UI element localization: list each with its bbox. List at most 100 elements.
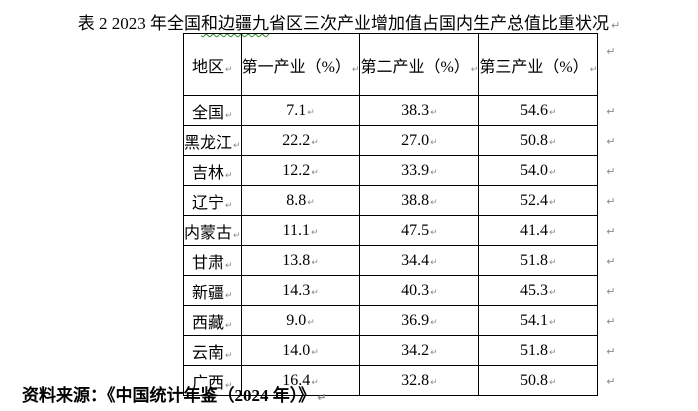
row-end-cell: ↵ <box>597 245 629 276</box>
value-text: 13.8 <box>282 251 311 269</box>
cell-end-mark-icon: ↵ <box>233 140 241 151</box>
value-text: 54.6 <box>520 101 549 119</box>
value-cell[interactable]: 32.8↵ <box>359 365 480 396</box>
cell-end-mark-icon: ↵ <box>311 287 319 298</box>
value-cell[interactable]: 11.1↵ <box>240 215 361 246</box>
table-caption[interactable]: 表 2 2023 年全国和边疆九省区三次产业增加值占国内生产总值比重状况 ↵ <box>0 13 698 37</box>
cell-end-mark-icon: ↵ <box>351 64 360 75</box>
value-text: 34.4 <box>401 251 430 269</box>
value-text: 12.2 <box>282 161 311 179</box>
cell-end-mark-icon: ↵ <box>430 257 438 268</box>
cell-end-mark-icon: ↵ <box>549 257 557 268</box>
table-row: 云南↵ 14.0↵ 34.2↵ 51.8↵ ↵ <box>183 335 629 366</box>
value-cell[interactable]: 14.3↵ <box>240 275 361 306</box>
row-end-mark-icon: ↵ <box>606 104 616 118</box>
value-cell[interactable]: 54.0↵ <box>478 155 599 186</box>
region-label: 新疆 <box>192 284 225 302</box>
row-end-cell: ↵ <box>597 33 629 96</box>
value-cell[interactable]: 9.0↵ <box>240 305 361 336</box>
value-cell[interactable]: 52.4↵ <box>478 185 599 216</box>
value-cell[interactable]: 50.8↵ <box>478 365 599 396</box>
region-cell[interactable]: 云南↵ <box>183 335 242 366</box>
region-cell[interactable]: 全国↵ <box>183 95 242 126</box>
source-note-text: 资料来源：《中国统计年鉴（2024 年）》 <box>22 386 316 405</box>
value-cell[interactable]: 16.4↵ <box>240 365 361 396</box>
region-label: 辽宁 <box>192 194 225 212</box>
region-cell[interactable]: 甘肃↵ <box>183 245 242 276</box>
row-end-mark-icon: ↵ <box>606 254 616 268</box>
value-text: 50.8 <box>520 131 549 149</box>
table-row: 甘肃↵ 13.8↵ 34.4↵ 51.8↵ ↵ <box>183 245 629 276</box>
region-cell[interactable]: 辽宁↵ <box>183 185 242 216</box>
value-cell[interactable]: 34.4↵ <box>359 245 480 276</box>
header-label: 第二产业（%） <box>360 58 470 76</box>
header-cell-region[interactable]: 地区↵ <box>183 33 242 96</box>
value-text: 34.2 <box>401 341 430 359</box>
value-cell[interactable]: 7.1↵ <box>240 95 361 126</box>
value-cell[interactable]: 36.9↵ <box>359 305 480 336</box>
header-cell[interactable]: 第一产业（%）↵ <box>240 33 361 96</box>
value-text: 41.4 <box>520 221 549 239</box>
value-cell[interactable]: 54.6↵ <box>478 95 599 126</box>
header-label: 第一产业（%） <box>241 58 351 76</box>
source-note[interactable]: 资料来源：《中国统计年鉴（2024 年）》 ↵ <box>22 385 326 409</box>
value-cell[interactable]: 40.3↵ <box>359 275 480 306</box>
value-cell[interactable]: 33.9↵ <box>359 155 480 186</box>
value-cell[interactable]: 51.8↵ <box>478 245 599 276</box>
row-end-cell: ↵ <box>597 275 629 306</box>
value-cell[interactable]: 27.0↵ <box>359 125 480 156</box>
value-cell[interactable]: 54.1↵ <box>478 305 599 336</box>
paragraph-mark-icon: ↵ <box>317 391 327 404</box>
value-cell[interactable]: 13.8↵ <box>240 245 361 276</box>
value-cell[interactable]: 38.8↵ <box>359 185 480 216</box>
caption-text-pre: 表 2 2023 年全国 <box>77 14 202 33</box>
value-text: 54.0 <box>520 161 549 179</box>
region-cell[interactable]: 黑龙江↵ <box>183 125 242 156</box>
cell-end-mark-icon: ↵ <box>470 64 479 75</box>
header-cell[interactable]: 第三产业（%）↵ <box>478 33 599 96</box>
row-end-mark-icon: ↵ <box>606 44 616 58</box>
value-cell[interactable]: 50.8↵ <box>478 125 599 156</box>
value-cell[interactable]: 14.0↵ <box>240 335 361 366</box>
value-text: 32.8 <box>401 371 430 389</box>
value-text: 22.2 <box>282 131 311 149</box>
value-cell[interactable]: 12.2↵ <box>240 155 361 186</box>
header-cell[interactable]: 第二产业（%）↵ <box>359 33 480 96</box>
value-cell[interactable]: 47.5↵ <box>359 215 480 246</box>
header-label: 地区 <box>192 58 225 76</box>
value-cell[interactable]: 22.2↵ <box>240 125 361 156</box>
region-cell[interactable]: 吉林↵ <box>183 155 242 186</box>
region-cell[interactable]: 西藏↵ <box>183 305 242 336</box>
value-cell[interactable]: 34.2↵ <box>359 335 480 366</box>
region-label: 黑龙江 <box>184 134 233 152</box>
region-label: 广西 <box>192 374 225 392</box>
value-cell[interactable]: 51.8↵ <box>478 335 599 366</box>
cell-end-mark-icon: ↵ <box>233 230 241 241</box>
cell-end-mark-icon: ↵ <box>549 227 557 238</box>
row-end-cell: ↵ <box>597 185 629 216</box>
row-end-cell: ↵ <box>597 155 629 186</box>
region-cell[interactable]: 新疆↵ <box>183 275 242 306</box>
cell-end-mark-icon: ↵ <box>225 200 233 211</box>
industry-table-body: 全国↵ 7.1↵ 38.3↵ 54.6↵ ↵ 黑龙江↵ 22.2↵ 27.0↵ 50.8↵ ↵ 吉林… <box>183 95 629 396</box>
row-end-mark-icon: ↵ <box>606 194 616 208</box>
value-cell[interactable]: 8.8↵ <box>240 185 361 216</box>
value-cell[interactable]: 45.3↵ <box>478 275 599 306</box>
region-cell[interactable]: 内蒙古↵ <box>183 215 242 246</box>
value-cell[interactable]: 38.3↵ <box>359 95 480 126</box>
industry-table-head: 地区↵ 第一产业（%）↵ 第二产业（%）↵ 第三产业（%）↵ ↵ <box>183 33 629 96</box>
region-cell[interactable]: 广西↵ <box>183 365 242 396</box>
cell-end-mark-icon: ↵ <box>549 317 557 328</box>
cell-end-mark-icon: ↵ <box>307 197 315 208</box>
cell-end-mark-icon: ↵ <box>225 350 233 361</box>
cell-end-mark-icon: ↵ <box>225 320 233 331</box>
row-end-cell: ↵ <box>597 95 629 126</box>
caption-text-post: 省区三次产业增加值占国内生产总值比重状况 <box>269 14 610 33</box>
value-text: 54.1 <box>520 311 549 329</box>
row-end-mark-icon: ↵ <box>606 164 616 178</box>
value-cell[interactable]: 41.4↵ <box>478 215 599 246</box>
table-row: 黑龙江↵ 22.2↵ 27.0↵ 50.8↵ ↵ <box>183 125 629 156</box>
row-end-cell: ↵ <box>597 125 629 156</box>
value-text: 36.9 <box>401 311 430 329</box>
cell-end-mark-icon: ↵ <box>311 167 319 178</box>
